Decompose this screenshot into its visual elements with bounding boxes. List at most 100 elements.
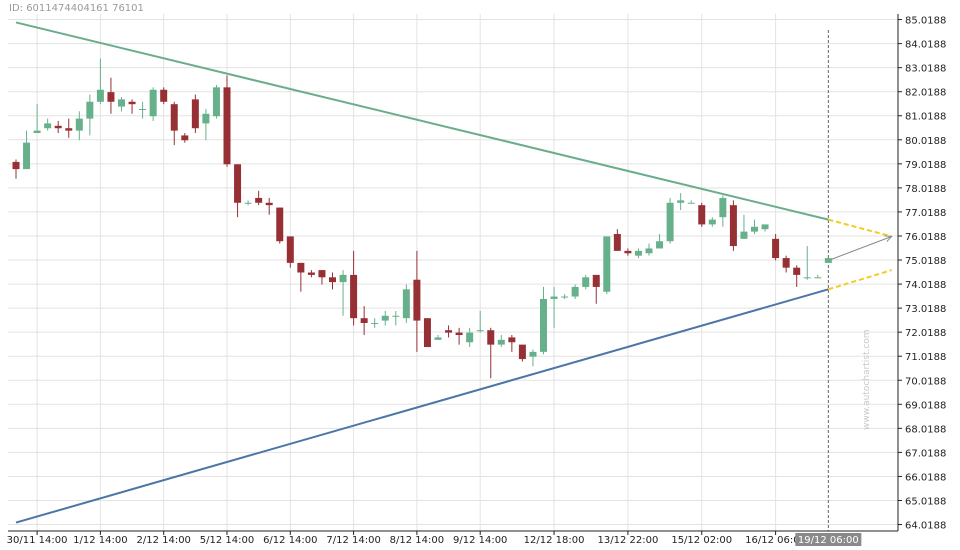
candle-body (160, 89, 168, 102)
candle (329, 272, 336, 290)
candle (350, 250, 358, 326)
candle-body (223, 87, 231, 165)
candle-body (392, 315, 400, 317)
chart-id-label: ID: 6011474404161 76101 (9, 3, 144, 14)
y-tick-label: 84.0188 (905, 40, 946, 51)
candle (803, 246, 811, 280)
candle-body (202, 113, 210, 124)
y-tick-label: 81.0188 (905, 112, 946, 123)
x-tick-label: 2/12 14:00 (136, 535, 190, 546)
candle-body (487, 330, 495, 345)
candle-body (434, 337, 442, 340)
y-tick-label: 83.0188 (905, 64, 946, 75)
x-tick-label: 9/12 14:00 (453, 535, 507, 546)
candle-body (423, 318, 431, 348)
candle-body (371, 322, 379, 324)
candle (381, 310, 389, 326)
candle-body (75, 118, 83, 131)
candle-body (402, 289, 410, 319)
candle-body (529, 351, 537, 357)
candle-body (729, 205, 737, 247)
candle-body (255, 197, 263, 203)
candle-body (677, 200, 685, 203)
candle (392, 310, 400, 326)
candle (824, 258, 832, 263)
candle-body (107, 92, 115, 102)
candle-body (476, 330, 484, 332)
candle-body (65, 128, 73, 131)
candle (107, 77, 115, 114)
candle-body (318, 270, 326, 278)
candle (307, 270, 315, 278)
candle-body (297, 262, 305, 273)
candle-body (445, 330, 453, 333)
x-tick-label: 12/12 18:00 (524, 535, 585, 546)
candle-body (244, 202, 252, 204)
candle-body (149, 89, 157, 117)
y-tick-label: 66.0188 (905, 472, 946, 483)
candle-body (698, 205, 706, 225)
candle-body (339, 274, 347, 283)
y-tick-label: 80.0188 (905, 136, 946, 147)
current-time-label: 19/12 06:00 (798, 535, 859, 546)
candle (540, 286, 547, 355)
forecast-arrow-head (884, 235, 893, 242)
candle (624, 248, 632, 256)
grid-lines (8, 14, 898, 531)
candle (265, 197, 273, 215)
candle-body (824, 258, 832, 263)
y-tick-label: 82.0188 (905, 88, 946, 99)
candle (529, 349, 537, 367)
candle (181, 133, 189, 143)
y-tick-label: 65.0188 (905, 496, 946, 507)
candle (497, 335, 505, 348)
candle-body (23, 142, 31, 170)
candle (761, 224, 769, 232)
support-projection-line (828, 269, 892, 291)
candle (445, 325, 453, 338)
y-tick-label: 70.0188 (905, 376, 946, 387)
candle-body (708, 219, 716, 225)
candle-body (455, 332, 463, 336)
candle-body (603, 236, 611, 292)
candle-body (634, 250, 642, 256)
candle (666, 197, 674, 244)
x-tick-label: 5/12 14:00 (200, 535, 254, 546)
forecast-arrow-line (828, 235, 892, 261)
candle (360, 306, 368, 336)
x-tick-label: 7/12 14:00 (326, 535, 380, 546)
candle (23, 130, 31, 170)
candle-body (413, 279, 421, 321)
candle (518, 344, 526, 362)
candle-body (561, 296, 569, 298)
candle-body (508, 337, 516, 343)
candle (772, 234, 780, 261)
candle (170, 101, 178, 146)
candle-body (751, 226, 758, 232)
y-tick-label: 79.0188 (905, 160, 946, 171)
y-tick-label: 76.0188 (905, 232, 946, 243)
x-tick-label: 8/12 14:00 (390, 535, 444, 546)
y-tick-label: 77.0188 (905, 208, 946, 219)
candle (729, 200, 737, 251)
y-axis: 64.0188 65.0188 66.0188 67.0188 68.0188 69.01… (897, 14, 946, 532)
candle-body (191, 99, 199, 129)
y-tick-label: 68.0188 (905, 424, 946, 435)
candle-body (497, 339, 505, 345)
support-line (15, 288, 829, 524)
y-tick-label: 74.0188 (905, 280, 946, 291)
candle (677, 193, 685, 210)
candle-body (571, 286, 579, 297)
candle (571, 284, 579, 299)
candle-body (624, 250, 632, 254)
candle-body (719, 197, 727, 218)
candle (160, 87, 168, 105)
candle (118, 96, 125, 112)
candle (592, 274, 600, 304)
candle-body (44, 123, 52, 129)
resistance-projection-line (828, 218, 892, 238)
candle (603, 236, 611, 295)
candle (561, 294, 569, 299)
candle (423, 318, 431, 348)
candle-body (276, 207, 284, 242)
